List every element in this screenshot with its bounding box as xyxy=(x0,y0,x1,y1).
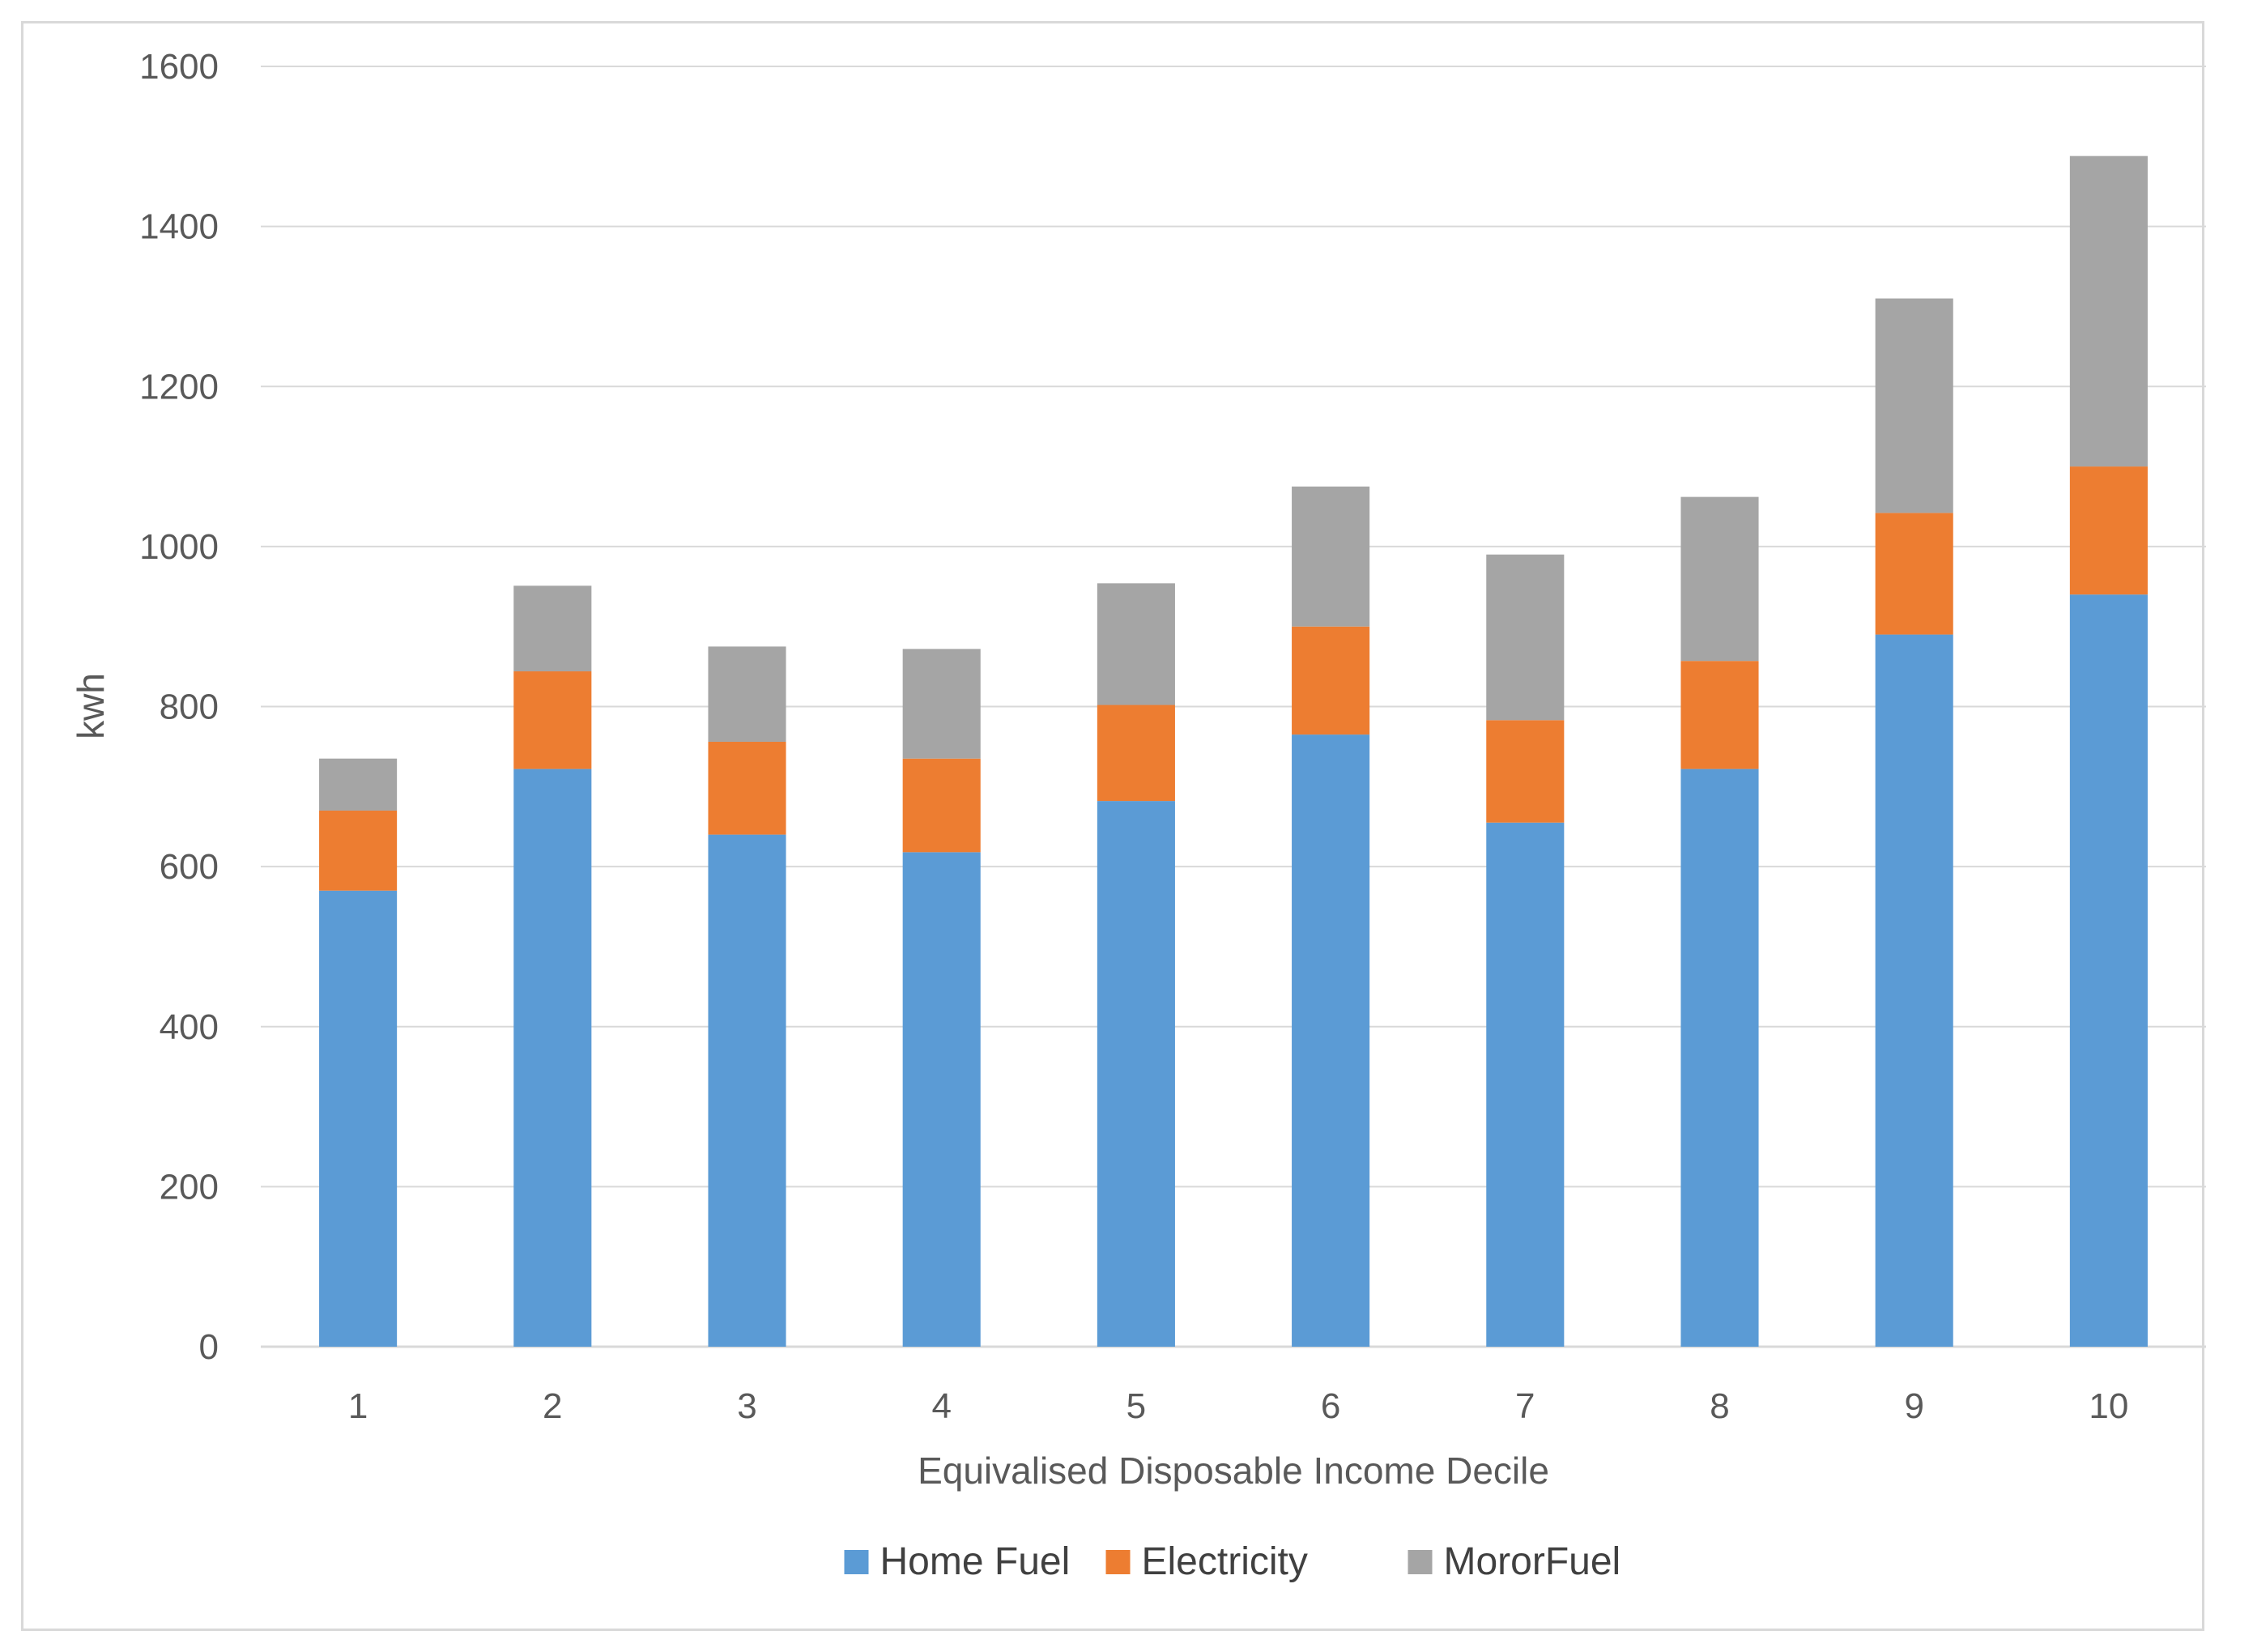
legend-label: MororFuel xyxy=(1444,1540,1621,1583)
x-tick-labels: 1 2 3 4 5 6 7 8 9 10 xyxy=(348,1386,2129,1426)
x-tick-label: 2 xyxy=(543,1386,562,1426)
y-tick-label: 1000 xyxy=(139,527,219,567)
x-tick-label: 6 xyxy=(1321,1386,1340,1426)
bar-mororfuel-4 xyxy=(902,649,981,759)
legend: Home Fuel Electricity MororFuel xyxy=(844,1540,1621,1583)
y-tick-label: 0 xyxy=(199,1327,219,1367)
bar-electricity-2 xyxy=(513,671,592,769)
bar-mororfuel-10 xyxy=(2069,155,2148,467)
y-tick-label: 400 xyxy=(160,1007,219,1047)
bar-mororfuel-5 xyxy=(1097,583,1175,705)
y-tick-label: 200 xyxy=(160,1167,219,1207)
bar-home-fuel-6 xyxy=(1292,734,1370,1347)
bar-mororfuel-8 xyxy=(1680,496,1759,662)
bar-electricity-1 xyxy=(319,810,398,891)
bar-mororfuel-2 xyxy=(513,585,592,672)
bar-home-fuel-8 xyxy=(1680,769,1759,1347)
legend-swatch xyxy=(844,1550,869,1574)
y-tick-label: 600 xyxy=(160,847,219,887)
bar-electricity-3 xyxy=(708,741,786,835)
bar-mororfuel-3 xyxy=(708,646,786,742)
bar-home-fuel-4 xyxy=(902,852,981,1347)
bar-home-fuel-5 xyxy=(1097,801,1175,1347)
bar-electricity-7 xyxy=(1486,720,1565,823)
x-tick-label: 5 xyxy=(1126,1386,1146,1426)
y-tick-label: 1400 xyxy=(139,207,219,247)
x-tick-label: 1 xyxy=(348,1386,368,1426)
bar-electricity-5 xyxy=(1097,705,1175,802)
bar-electricity-10 xyxy=(2069,466,2148,595)
x-tick-label: 7 xyxy=(1515,1386,1535,1426)
y-tick-label: 800 xyxy=(160,688,219,727)
bar-electricity-6 xyxy=(1292,626,1370,735)
bar-mororfuel-6 xyxy=(1292,486,1370,627)
y-tick-labels: 0 200 400 600 800 1000 1200 1400 1600 xyxy=(139,47,219,1367)
bar-home-fuel-3 xyxy=(708,834,786,1347)
bar-home-fuel-1 xyxy=(319,890,398,1347)
bar-home-fuel-9 xyxy=(1875,634,1953,1347)
bar-mororfuel-9 xyxy=(1875,298,1953,513)
x-tick-label: 9 xyxy=(1904,1386,1923,1426)
bars xyxy=(319,155,2148,1347)
x-tick-label: 3 xyxy=(737,1386,756,1426)
bar-mororfuel-7 xyxy=(1486,554,1565,721)
bar-home-fuel-10 xyxy=(2069,594,2148,1347)
y-tick-label: 1600 xyxy=(139,47,219,87)
bar-electricity-9 xyxy=(1875,513,1953,635)
legend-swatch xyxy=(1105,1550,1131,1574)
bar-electricity-8 xyxy=(1680,661,1759,769)
y-tick-label: 1200 xyxy=(139,367,219,407)
x-axis-title: Equivalised Disposable Income Decile xyxy=(918,1450,1549,1492)
y-axis-title: kwh xyxy=(70,673,112,739)
legend-label: Home Fuel xyxy=(880,1540,1071,1583)
bar-mororfuel-1 xyxy=(319,758,398,811)
bar-home-fuel-7 xyxy=(1486,822,1565,1347)
x-tick-label: 4 xyxy=(931,1386,951,1426)
bar-home-fuel-2 xyxy=(513,769,592,1347)
x-tick-label: 10 xyxy=(2089,1386,2128,1426)
legend-swatch xyxy=(1408,1550,1433,1574)
legend-label: Electricity xyxy=(1142,1540,1308,1583)
bar-electricity-4 xyxy=(902,758,981,853)
x-tick-label: 8 xyxy=(1710,1386,1729,1426)
